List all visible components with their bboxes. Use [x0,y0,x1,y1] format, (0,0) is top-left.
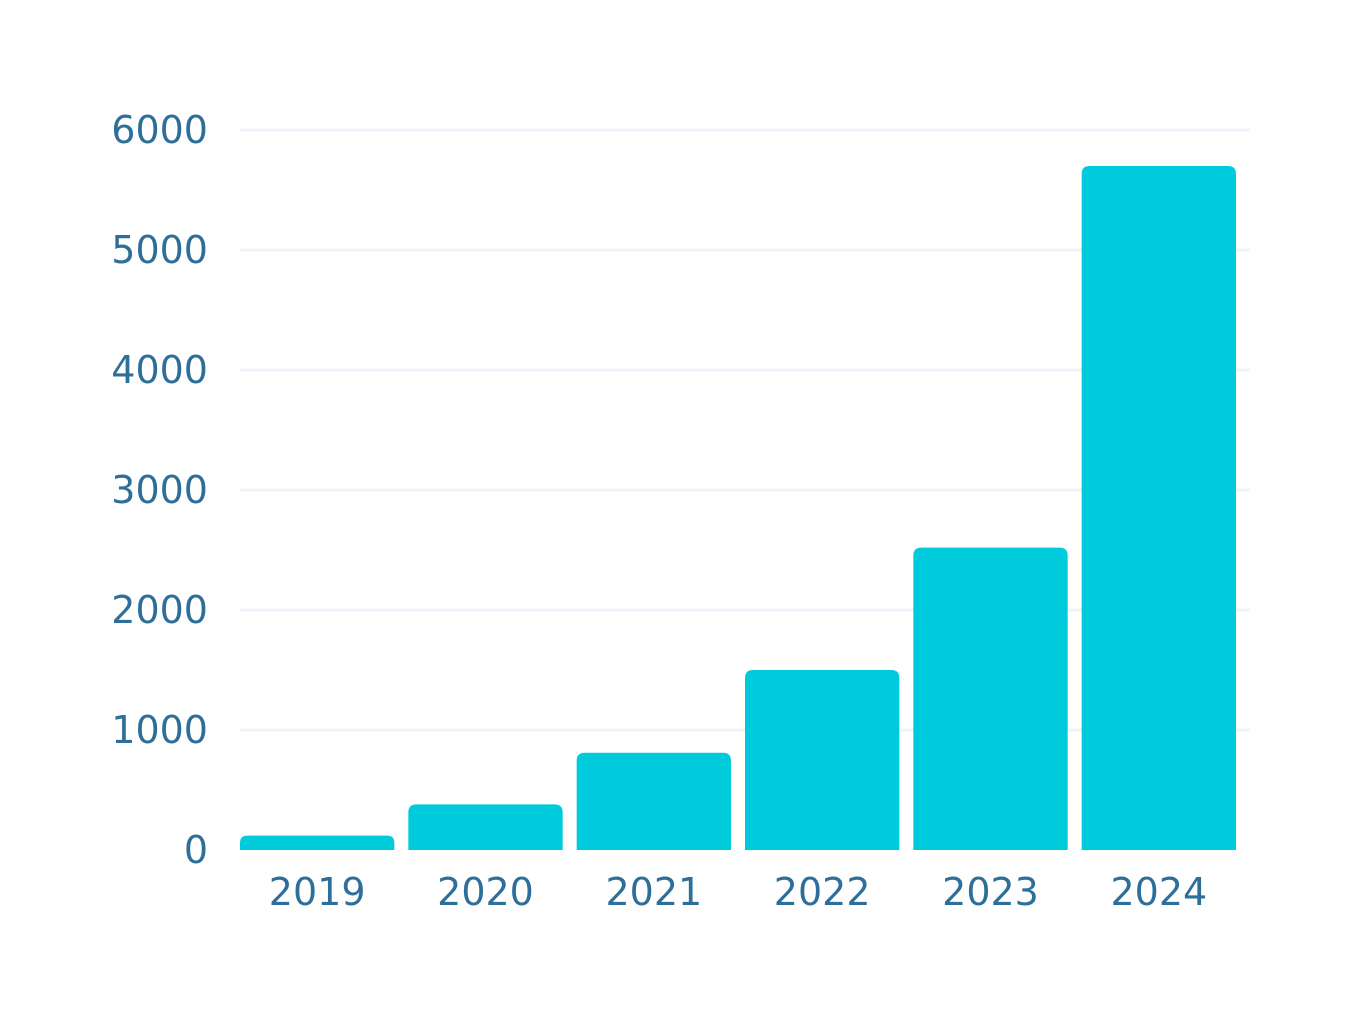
y-tick-label: 3000 [111,468,208,512]
x-tick-label: 2021 [605,870,702,914]
bar-2023 [913,547,1068,850]
x-tick-label: 2022 [774,870,871,914]
x-tick-label: 2020 [437,870,534,914]
bars [240,166,1236,850]
bar-2022 [745,670,900,850]
y-tick-label: 0 [184,828,208,872]
bar-2024 [1081,166,1236,850]
x-tick-label: 2019 [269,870,366,914]
x-tick-label: 2023 [942,870,1039,914]
y-tick-label: 5000 [111,228,208,272]
y-tick-label: 2000 [111,588,208,632]
bar-2021 [576,752,731,850]
y-tick-label: 6000 [111,108,208,152]
y-tick-label: 4000 [111,348,208,392]
y-axis-ticks: 0 1000 2000 3000 4000 5000 6000 [111,108,208,872]
y-tick-label: 1000 [111,708,208,752]
x-tick-label: 2024 [1110,870,1207,914]
x-axis-ticks: 2019 2020 2021 2022 2023 2024 [269,870,1207,914]
bar-2019 [240,835,395,850]
bar-2020 [408,804,563,850]
